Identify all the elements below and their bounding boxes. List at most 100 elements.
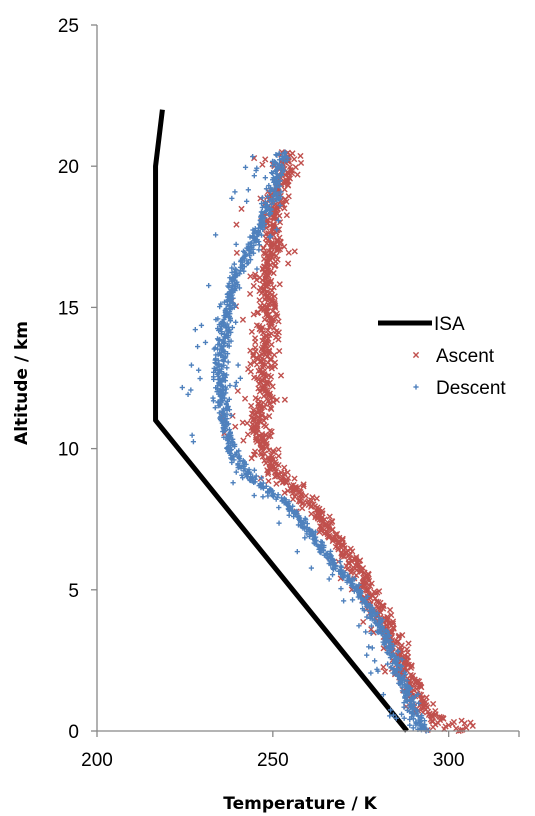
ascent-point [274,471,281,478]
ascent-point [257,302,264,309]
ascent-point-stroke [328,517,335,525]
ascent-point [270,213,278,220]
ascent-point-stroke [268,330,275,337]
ascent-point-stroke [260,403,267,410]
ascent-point-stroke [281,243,288,250]
ascent-point-stroke [271,293,278,300]
descent-point [401,700,407,706]
ascent-point-stroke [380,645,387,652]
ascent-point [279,474,286,481]
ascent-point [386,606,394,614]
ascent-point [244,431,252,438]
ascent-point-stroke [281,205,288,212]
ascent-point-stroke [251,155,258,162]
ascent-point-stroke [266,379,273,386]
ascent-point-stroke [265,433,272,440]
ascent-point-stroke [233,221,240,228]
ascent-point-stroke [271,202,278,209]
ascent-point-stroke [413,681,421,688]
ascent-point-stroke [373,598,380,605]
ascent-point [445,722,452,729]
ascent-point-stroke [265,477,272,485]
ascent-point [250,451,258,458]
ascent-point [264,327,271,334]
ascent-point-stroke [467,719,474,726]
descent-point [216,341,223,347]
ascent-point-stroke [250,414,258,422]
ascent-point-stroke [291,475,298,482]
ascent-point [291,475,298,482]
ascent-point-stroke [399,631,406,639]
series-descent [179,149,431,734]
ascent-point [458,717,465,724]
ascent-point-stroke [272,461,280,468]
ascent-point-stroke [247,273,254,280]
ascent-point-stroke [276,240,283,247]
ascent-point-stroke [319,510,326,517]
ascent-point [294,171,301,178]
ascent-point-stroke [268,287,276,294]
ascent-point [273,237,280,244]
descent-point [250,474,256,480]
ascent-point [250,351,257,358]
ascent-point-stroke [266,427,273,435]
descent-point [210,374,217,380]
ascent-point-stroke [232,423,239,430]
descent-point [368,623,375,629]
ascent-point-stroke [313,495,320,502]
ascent-point-stroke [285,193,292,200]
ascent-point-stroke [450,718,458,726]
series-isa [153,109,409,733]
ascent-point-stroke [273,237,280,244]
ascent-point-stroke [273,252,280,259]
ascent-point-stroke [266,348,273,355]
ascent-point-stroke [461,720,468,727]
ascent-point-stroke [285,249,292,256]
ascent-point-stroke [274,245,281,252]
ascent-point [309,494,316,501]
ascent-point [313,495,320,502]
descent-point [338,563,344,569]
ascent-point-stroke [438,714,445,721]
ascent-point [268,239,275,246]
ascent-point [328,517,335,525]
ascent-point-stroke [365,575,372,583]
ascent-point-stroke [359,564,367,572]
ascent-point-stroke [256,274,264,281]
ascent-point [281,489,288,496]
ascent-point-stroke [375,604,382,611]
descent-point [409,694,415,701]
ascent-point [260,403,267,410]
ascent-point-stroke [300,481,307,488]
ascent-point [253,322,260,329]
ascent-point-stroke [247,347,254,354]
ascent-point [353,554,360,561]
ascent-point-stroke [271,324,278,331]
ascent-point-stroke [365,586,372,594]
ascent-point-stroke [261,263,268,270]
ascent-point-stroke [329,526,336,533]
ascent-point-stroke [267,356,274,364]
ascent-point-stroke [259,453,266,460]
ascent-point-stroke [323,520,330,527]
descent-point [419,712,425,719]
descent-point [401,669,408,675]
ascent-point [297,159,305,167]
descent-point [356,582,362,588]
ascent-point [233,249,240,256]
descent-point [388,664,394,670]
ascent-point-stroke [386,621,393,628]
ascent-point [271,359,279,366]
ascent-point-stroke [405,640,412,647]
ascent-point-stroke [469,722,476,729]
ascent-point [245,365,252,373]
ascent-point-stroke [253,421,260,428]
ascent-point-stroke [274,471,281,478]
ascent-point-stroke [259,305,266,312]
ascent-point [324,531,331,538]
ascent-point-stroke [268,428,275,435]
ascent-point [314,514,321,521]
ascent-point [295,498,303,505]
descent-point [251,467,258,473]
ascent-point [291,248,298,255]
